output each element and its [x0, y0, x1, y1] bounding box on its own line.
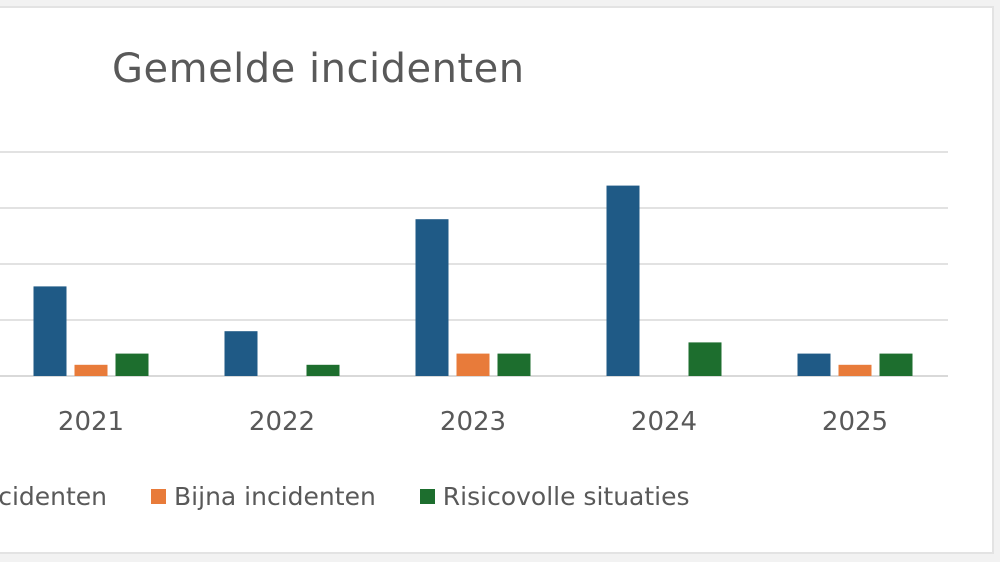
x-tick-label: 2023: [440, 407, 506, 437]
legend-label-risicovolle-situaties: Risicovolle situaties: [442, 482, 690, 511]
legend-label-bijna-incidenten: Bijna incidenten: [174, 482, 376, 511]
x-tick-label: 2025: [822, 407, 888, 437]
bar-bijna-incidenten-2021: [74, 364, 108, 376]
bar-bijna-incidenten-2023: [456, 353, 490, 376]
chart-title: Gemelde incidenten: [112, 46, 525, 92]
bar-incidenten-2021: [33, 286, 67, 376]
legend-item-risicovolle-situaties: Risicovolle situaties: [419, 482, 690, 511]
legend-label-incidenten: Incidenten: [0, 482, 108, 511]
x-tick-label: 2021: [58, 407, 124, 437]
bar-incidenten-2024: [606, 185, 640, 376]
legend-swatch-risicovolle-situaties: [419, 489, 435, 504]
bar-incidenten-2022: [224, 331, 258, 376]
x-tick-labels: 2021 2022 2023 2024 2025: [58, 407, 888, 437]
x-tick-label: 2022: [249, 407, 315, 437]
bar-risicovolle-situaties-2024: [688, 342, 722, 376]
legend: Incidenten Bijna incidenten Risicovolle …: [0, 482, 734, 511]
legend-swatch-bijna-incidenten: [151, 489, 167, 504]
bar-risicovolle-situaties-2022: [306, 364, 340, 376]
bar-bijna-incidenten-2025: [838, 364, 872, 376]
legend-item-bijna-incidenten: Bijna incidenten: [151, 482, 376, 511]
bar-risicovolle-situaties-2025: [879, 353, 913, 376]
bar-risicovolle-situaties-2023: [497, 353, 531, 376]
bar-incidenten-2023: [415, 219, 449, 376]
chart-frame: [0, 6, 994, 554]
bar-risicovolle-situaties-2021: [115, 353, 149, 376]
bars: [33, 185, 913, 376]
bar-incidenten-2025: [797, 353, 831, 376]
gridlines: [0, 151, 948, 377]
legend-item-incidenten: Incidenten: [0, 482, 107, 511]
x-tick-label: 2024: [631, 407, 697, 437]
